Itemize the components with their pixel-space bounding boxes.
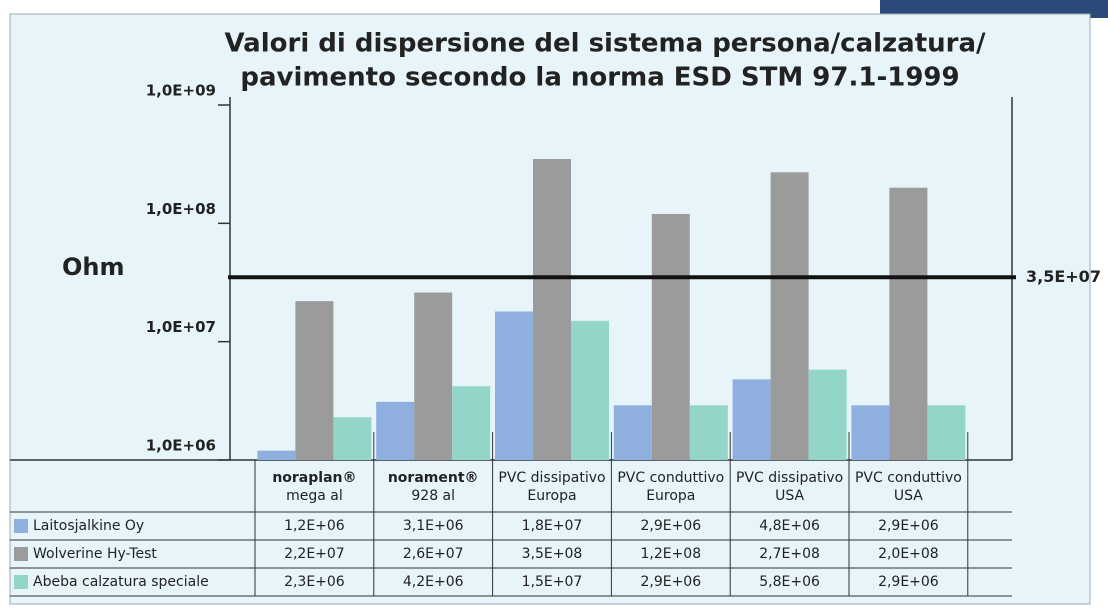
x-tick-label: norament® bbox=[388, 470, 479, 486]
x-tick-label: Europa bbox=[646, 488, 695, 504]
value-label: 2,9E+06 bbox=[878, 574, 939, 590]
legend-label: Wolverine Hy-Test bbox=[33, 546, 157, 562]
bar bbox=[927, 405, 965, 460]
x-tick-label: PVC conduttivo bbox=[855, 470, 962, 486]
x-tick-label: PVC conduttivo bbox=[617, 470, 724, 486]
bar bbox=[533, 159, 571, 460]
value-label: 2,9E+06 bbox=[640, 518, 701, 534]
legend-swatch bbox=[14, 519, 28, 533]
bar bbox=[652, 214, 690, 460]
bar bbox=[376, 402, 414, 460]
value-label: 2,3E+06 bbox=[284, 574, 345, 590]
x-tick-label: noraplan® bbox=[272, 470, 356, 486]
bar bbox=[452, 386, 490, 460]
bar bbox=[690, 405, 728, 460]
value-label: 4,8E+06 bbox=[759, 518, 820, 534]
bar bbox=[614, 405, 652, 460]
legend-label: Abeba calzatura speciale bbox=[33, 574, 209, 590]
value-label: 2,7E+08 bbox=[759, 546, 820, 562]
bar bbox=[889, 188, 927, 460]
value-label: 1,8E+07 bbox=[522, 518, 583, 534]
y-axis-label: Ohm bbox=[62, 253, 125, 281]
legend-swatch bbox=[14, 547, 28, 561]
x-tick-label: mega al bbox=[286, 488, 343, 504]
bar bbox=[495, 311, 533, 460]
value-label: 3,1E+06 bbox=[403, 518, 464, 534]
value-label: 2,6E+07 bbox=[403, 546, 464, 562]
chart: Valori di dispersione del sistema person… bbox=[0, 0, 1108, 609]
y-tick-label: 1,0E+09 bbox=[146, 82, 216, 100]
x-tick-label: USA bbox=[894, 488, 923, 504]
chart-title: Valori di dispersione del sistema person… bbox=[224, 29, 986, 59]
x-tick-label: 928 al bbox=[411, 488, 455, 504]
y-tick-label: 1,0E+07 bbox=[146, 318, 216, 336]
bar bbox=[257, 451, 295, 460]
value-label: 2,9E+06 bbox=[878, 518, 939, 534]
y-tick-label: 1,0E+08 bbox=[146, 200, 216, 218]
legend-label: Laitosjalkine Oy bbox=[33, 518, 144, 534]
value-label: 2,2E+07 bbox=[284, 546, 345, 562]
value-label: 3,5E+08 bbox=[522, 546, 583, 562]
bar bbox=[295, 301, 333, 460]
x-tick-label: Europa bbox=[527, 488, 576, 504]
bar bbox=[809, 370, 847, 460]
x-tick-label: USA bbox=[775, 488, 804, 504]
value-label: 1,2E+06 bbox=[284, 518, 345, 534]
x-tick-label: PVC dissipativo bbox=[498, 470, 605, 486]
value-label: 1,5E+07 bbox=[522, 574, 583, 590]
x-tick-label: PVC dissipativo bbox=[736, 470, 843, 486]
y-tick-label: 1,0E+06 bbox=[146, 437, 216, 455]
bar bbox=[771, 172, 809, 460]
value-label: 2,0E+08 bbox=[878, 546, 939, 562]
value-label: 2,9E+06 bbox=[640, 574, 701, 590]
bar bbox=[414, 293, 452, 460]
bar bbox=[851, 405, 889, 460]
reference-label: 3,5E+07 bbox=[1026, 267, 1101, 286]
bar bbox=[571, 321, 609, 460]
value-label: 5,8E+06 bbox=[759, 574, 820, 590]
chart-title: pavimento secondo la norma ESD STM 97.1-… bbox=[240, 63, 959, 93]
value-label: 1,2E+08 bbox=[640, 546, 701, 562]
page: Valori di dispersione del sistema person… bbox=[0, 0, 1108, 609]
bar bbox=[333, 417, 371, 460]
bar bbox=[733, 379, 771, 460]
legend-swatch bbox=[14, 575, 28, 589]
value-label: 4,2E+06 bbox=[403, 574, 464, 590]
